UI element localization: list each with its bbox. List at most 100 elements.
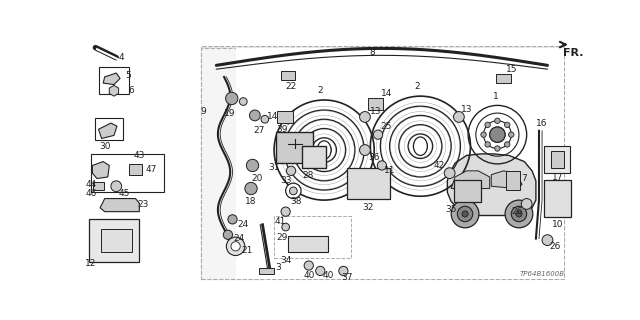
FancyBboxPatch shape bbox=[368, 98, 383, 110]
Text: 40: 40 bbox=[323, 271, 333, 280]
Circle shape bbox=[451, 200, 479, 228]
FancyBboxPatch shape bbox=[288, 236, 328, 252]
Circle shape bbox=[542, 235, 553, 245]
Circle shape bbox=[454, 112, 464, 122]
Polygon shape bbox=[103, 73, 120, 84]
Circle shape bbox=[245, 182, 257, 195]
Text: 4: 4 bbox=[119, 53, 124, 62]
Circle shape bbox=[485, 142, 490, 147]
Circle shape bbox=[373, 130, 383, 139]
Text: 6: 6 bbox=[129, 86, 134, 95]
FancyBboxPatch shape bbox=[101, 228, 132, 252]
Text: 24: 24 bbox=[237, 220, 249, 229]
Circle shape bbox=[246, 159, 259, 172]
Ellipse shape bbox=[413, 137, 428, 156]
Circle shape bbox=[304, 261, 314, 270]
Text: 41: 41 bbox=[275, 217, 286, 226]
Circle shape bbox=[250, 110, 260, 121]
Text: 2: 2 bbox=[317, 86, 323, 95]
Circle shape bbox=[495, 146, 500, 151]
Text: 46: 46 bbox=[85, 189, 97, 198]
Text: 14: 14 bbox=[381, 89, 392, 98]
Text: 17: 17 bbox=[552, 172, 563, 181]
Circle shape bbox=[227, 237, 245, 256]
Circle shape bbox=[287, 166, 296, 175]
Text: 39: 39 bbox=[276, 125, 287, 134]
Circle shape bbox=[339, 266, 348, 276]
Text: 29: 29 bbox=[276, 233, 287, 242]
Text: 14: 14 bbox=[267, 112, 278, 121]
Text: 3: 3 bbox=[275, 263, 281, 272]
FancyBboxPatch shape bbox=[277, 111, 292, 123]
FancyBboxPatch shape bbox=[201, 46, 564, 279]
Circle shape bbox=[360, 112, 371, 122]
Text: 10: 10 bbox=[552, 220, 563, 229]
Text: 23: 23 bbox=[138, 200, 149, 209]
Circle shape bbox=[223, 230, 232, 239]
Polygon shape bbox=[451, 171, 490, 188]
Circle shape bbox=[481, 132, 486, 137]
Text: 11: 11 bbox=[384, 166, 396, 175]
Circle shape bbox=[462, 211, 468, 217]
FancyBboxPatch shape bbox=[129, 164, 143, 175]
Text: 28: 28 bbox=[302, 171, 314, 180]
Text: 16: 16 bbox=[536, 119, 548, 128]
FancyBboxPatch shape bbox=[302, 146, 326, 168]
FancyBboxPatch shape bbox=[236, 48, 564, 279]
Circle shape bbox=[458, 206, 473, 222]
Circle shape bbox=[231, 242, 240, 251]
Text: 34: 34 bbox=[280, 256, 291, 265]
Text: 7: 7 bbox=[522, 174, 527, 183]
Text: 36: 36 bbox=[369, 153, 380, 162]
FancyBboxPatch shape bbox=[90, 219, 140, 262]
Text: FR.: FR. bbox=[563, 48, 583, 58]
FancyBboxPatch shape bbox=[550, 151, 564, 168]
Circle shape bbox=[504, 142, 510, 147]
FancyBboxPatch shape bbox=[281, 71, 295, 80]
Text: 26: 26 bbox=[550, 242, 561, 251]
Text: 35: 35 bbox=[445, 205, 457, 214]
Text: 21: 21 bbox=[241, 246, 253, 255]
Circle shape bbox=[495, 118, 500, 124]
FancyBboxPatch shape bbox=[496, 74, 511, 83]
Circle shape bbox=[505, 200, 533, 228]
Text: 5: 5 bbox=[125, 71, 131, 80]
Circle shape bbox=[516, 211, 522, 217]
Text: 31: 31 bbox=[268, 163, 280, 172]
FancyBboxPatch shape bbox=[276, 132, 314, 163]
Polygon shape bbox=[100, 198, 140, 212]
Text: 25: 25 bbox=[380, 123, 392, 132]
FancyBboxPatch shape bbox=[259, 268, 274, 274]
Text: 13: 13 bbox=[461, 105, 472, 114]
Text: 18: 18 bbox=[245, 197, 257, 206]
Text: 22: 22 bbox=[285, 82, 297, 91]
Circle shape bbox=[316, 266, 325, 276]
Ellipse shape bbox=[317, 141, 331, 159]
Circle shape bbox=[485, 122, 490, 128]
Text: 43: 43 bbox=[134, 151, 145, 160]
FancyBboxPatch shape bbox=[201, 48, 262, 279]
Text: 33: 33 bbox=[280, 176, 291, 185]
Polygon shape bbox=[92, 162, 109, 179]
Text: 15: 15 bbox=[506, 65, 517, 74]
Text: 47: 47 bbox=[145, 165, 157, 174]
Text: 19: 19 bbox=[224, 109, 235, 118]
Text: 37: 37 bbox=[342, 273, 353, 282]
Circle shape bbox=[281, 207, 291, 216]
Text: 26: 26 bbox=[511, 207, 522, 216]
Circle shape bbox=[284, 115, 292, 124]
FancyBboxPatch shape bbox=[348, 168, 390, 198]
Text: 1: 1 bbox=[493, 92, 499, 101]
Circle shape bbox=[490, 127, 505, 142]
Circle shape bbox=[521, 198, 532, 209]
Text: 20: 20 bbox=[252, 174, 263, 183]
FancyBboxPatch shape bbox=[454, 180, 481, 202]
Circle shape bbox=[378, 161, 387, 170]
Text: 9: 9 bbox=[200, 107, 206, 116]
FancyBboxPatch shape bbox=[543, 146, 570, 173]
Polygon shape bbox=[492, 171, 522, 188]
Circle shape bbox=[111, 181, 122, 192]
Text: 30: 30 bbox=[99, 142, 111, 151]
Circle shape bbox=[289, 187, 297, 195]
Circle shape bbox=[228, 215, 237, 224]
